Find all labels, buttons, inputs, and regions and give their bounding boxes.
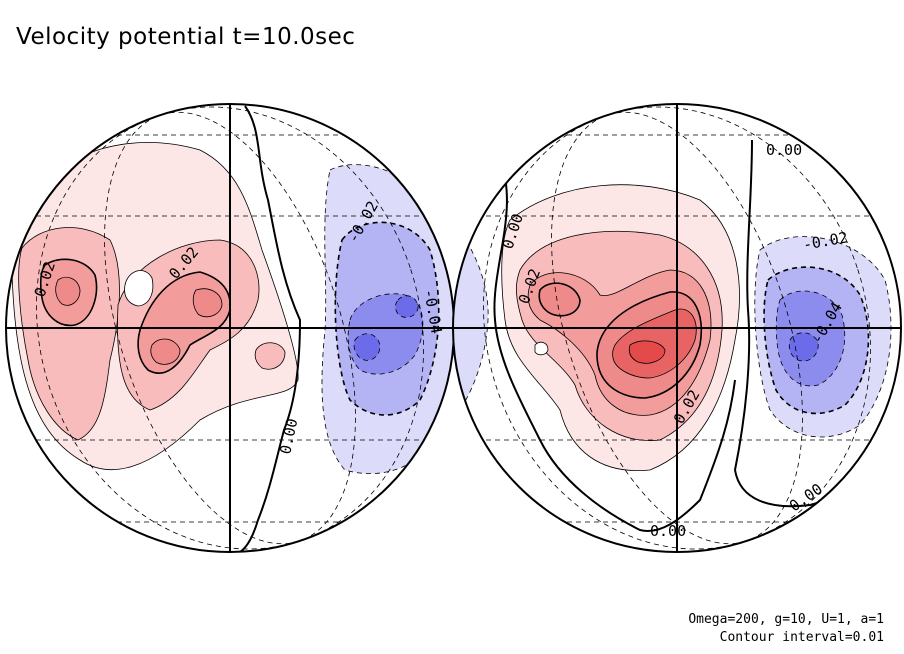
left-negative-4 — [353, 333, 381, 361]
right-zero-contour-1 — [493, 159, 736, 532]
left-hemisphere: 0.02 0.02 -0.02 -0.04 0.00 — [5, 103, 455, 553]
right-negative-edge — [453, 219, 489, 422]
right-hemisphere: 0.00 0.00 0.02 0.02 -0.02 -0.04 0.00 0.0… — [452, 103, 902, 553]
right-negative-4 — [788, 332, 819, 362]
left-lobe-7 — [150, 338, 181, 365]
footer-contour-interval: Contour interval=0.01 — [719, 630, 884, 645]
right-label-1: 0.00 — [766, 141, 802, 159]
right-white-pocket — [534, 341, 549, 356]
left-label-5: 0.00 — [276, 417, 301, 456]
right-globe-outline — [452, 103, 902, 553]
left-lobe-3 — [55, 276, 81, 306]
left-lobe-8 — [254, 342, 286, 370]
left-white-hole — [124, 270, 154, 307]
left-contour-fill — [6, 105, 454, 552]
right-positive-7 — [628, 340, 666, 364]
footer-params: Omega=200, g=10, U=1, a=1 — [688, 612, 884, 627]
left-zero-contour — [239, 105, 302, 552]
left-negative-5 — [394, 295, 419, 318]
right-positive-4 — [538, 282, 581, 317]
right-contour-fill — [453, 106, 901, 550]
left-lobe-6 — [192, 288, 223, 318]
right-label-8: 0.00 — [650, 522, 686, 540]
figure-title: Velocity potential t=10.0sec — [16, 24, 356, 50]
